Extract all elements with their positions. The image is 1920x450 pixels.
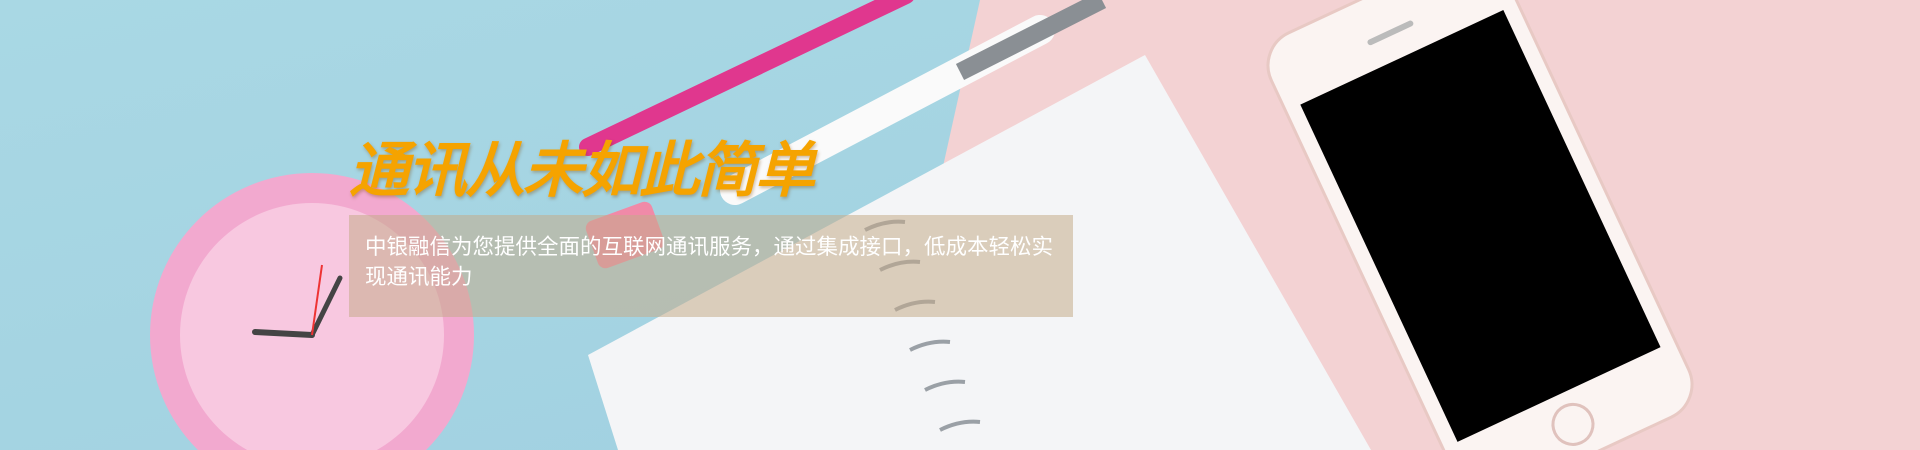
ring — [939, 419, 981, 432]
description-box: 中银融信为您提供全面的互联网通讯服务，通过集成接口，低成本轻松实现通讯能力 — [349, 215, 1073, 317]
banner-title: 通讯从未如此简单 — [349, 136, 815, 206]
clock-hand — [252, 329, 315, 338]
phone — [1266, 0, 1694, 450]
pencil — [579, 0, 914, 156]
phone-speaker — [1367, 20, 1414, 46]
pen-cap — [955, 0, 1107, 81]
clock-hand — [309, 275, 343, 338]
ring — [909, 339, 951, 352]
ring — [924, 379, 966, 392]
banner-description: 中银融信为您提供全面的互联网通讯服务，通过集成接口，低成本轻松实现通讯能力 — [365, 235, 1054, 290]
phone-screen — [1300, 9, 1661, 442]
clock-hand — [311, 264, 323, 336]
phone-button — [1551, 402, 1595, 446]
